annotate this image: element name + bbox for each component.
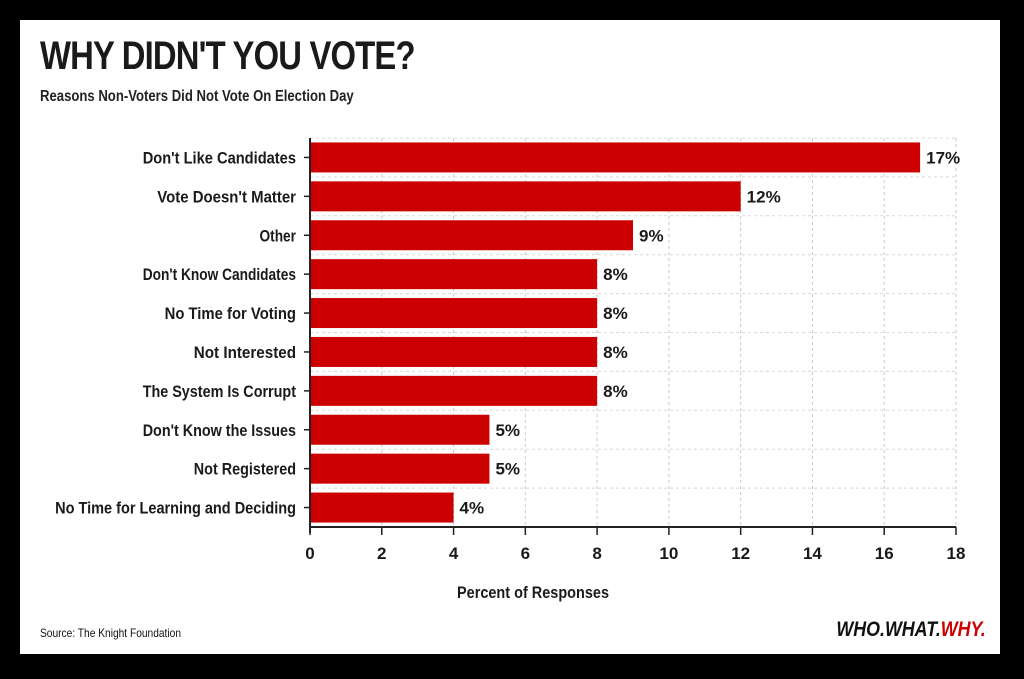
bar [310,414,490,445]
bar [310,492,454,523]
data-label: 5% [495,421,520,440]
brand-part-2: WHY. [941,618,986,641]
category-label: The System Is Corrupt [143,382,297,401]
data-label: 9% [639,226,664,245]
data-label: 12% [747,187,781,206]
data-label: 8% [603,343,628,362]
source-note: Source: The Knight Foundation [40,626,182,640]
category-label: Don't Know the Issues [143,421,296,440]
x-tick-label: 10 [659,544,678,563]
bar [310,259,598,290]
category-label: Not Registered [194,460,296,479]
data-label: 8% [603,265,628,284]
chart-title: WHY DIDN'T YOU VOTE? [40,34,416,78]
x-tick-label: 0 [305,544,314,563]
category-label: Don't Know Candidates [143,265,296,284]
x-tick-label: 4 [449,544,459,563]
x-tick-label: 8 [592,544,601,563]
bar [310,298,598,329]
data-label: 17% [926,148,960,167]
x-tick-label: 2 [377,544,386,563]
bar [310,220,633,251]
category-label: Vote Doesn't Matter [157,187,296,206]
category-label: Other [260,226,297,245]
data-label: 8% [603,304,628,323]
bar [310,336,598,367]
bar [310,453,490,484]
x-tick-label: 6 [521,544,530,563]
brand-part-1: WHO.WHAT. [836,618,942,641]
category-label: No Time for Learning and Deciding [55,499,296,518]
chart-subtitle: Reasons Non-Voters Did Not Vote On Elect… [40,88,354,105]
x-tick-label: 12 [731,544,750,563]
x-tick-label: 18 [947,544,966,563]
bar [310,181,741,212]
chart-card: WHY DIDN'T YOU VOTE? Reasons Non-Voters … [20,20,1000,654]
x-axis-title: Percent of Responses [457,583,609,602]
bar [310,375,598,406]
x-tick-label: 14 [803,544,822,563]
x-tick-label: 16 [875,544,894,563]
category-label: No Time for Voting [165,304,296,323]
brand-logo: WHO.WHAT.WHY. [837,618,986,642]
category-label: Not Interested [194,343,296,362]
data-label: 5% [495,460,520,479]
data-label: 8% [603,382,628,401]
data-label: 4% [460,499,485,518]
category-label: Don't Like Candidates [143,148,296,167]
bar [310,142,921,173]
bar-chart: Don't Like Candidates 17% Vote Doesn't Mat… [55,137,966,602]
